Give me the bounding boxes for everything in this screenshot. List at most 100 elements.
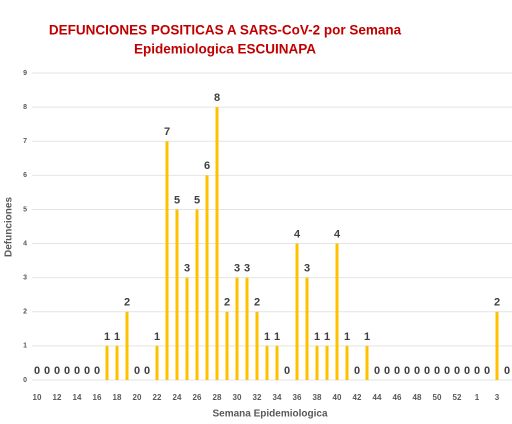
bar bbox=[335, 243, 339, 380]
data-label: 0 bbox=[74, 365, 80, 377]
x-tick-label: 46 bbox=[393, 393, 402, 402]
x-tick-label: 28 bbox=[213, 393, 222, 402]
bar bbox=[315, 345, 319, 380]
chart-title: Epidemiologica ESCUINAPA bbox=[134, 42, 316, 57]
bar bbox=[125, 311, 129, 380]
data-label: 3 bbox=[304, 263, 310, 275]
x-tick-label: 40 bbox=[333, 393, 342, 402]
bar bbox=[215, 107, 219, 380]
bar bbox=[205, 175, 209, 380]
data-label: 0 bbox=[434, 365, 440, 377]
data-label: 0 bbox=[424, 365, 430, 377]
x-tick-label: 10 bbox=[33, 393, 42, 402]
y-tick-label: 1 bbox=[23, 343, 27, 350]
x-tick-label: 38 bbox=[313, 393, 322, 402]
data-label: 1 bbox=[364, 331, 370, 343]
data-label: 0 bbox=[464, 365, 470, 377]
bar bbox=[255, 311, 259, 380]
data-label: 0 bbox=[64, 365, 70, 377]
bar bbox=[295, 243, 299, 380]
data-label: 2 bbox=[224, 297, 230, 309]
bar bbox=[495, 311, 499, 380]
data-label: 8 bbox=[214, 92, 220, 104]
x-tick-label: 36 bbox=[293, 393, 302, 402]
x-tick-label: 48 bbox=[413, 393, 422, 402]
bar bbox=[305, 277, 309, 380]
data-label: 2 bbox=[494, 297, 500, 309]
x-tick-label: 1 bbox=[475, 393, 480, 402]
data-label: 1 bbox=[154, 331, 160, 343]
data-label: 0 bbox=[484, 365, 490, 377]
data-label: 5 bbox=[174, 194, 180, 206]
data-label: 0 bbox=[94, 365, 100, 377]
chart-title: DEFUNCIONES POSITICAS A SARS-CoV-2 por S… bbox=[49, 23, 402, 38]
x-tick-label: 52 bbox=[453, 393, 462, 402]
data-label: 0 bbox=[404, 365, 410, 377]
bar bbox=[155, 345, 159, 380]
data-label: 0 bbox=[444, 365, 450, 377]
data-label: 3 bbox=[234, 263, 240, 275]
bar bbox=[235, 277, 239, 380]
bar bbox=[345, 345, 349, 380]
x-tick-label: 12 bbox=[53, 393, 62, 402]
y-tick-label: 4 bbox=[23, 240, 27, 247]
x-tick-label: 26 bbox=[193, 393, 202, 402]
bar bbox=[175, 209, 179, 380]
data-label: 3 bbox=[244, 263, 250, 275]
data-label: 0 bbox=[374, 365, 380, 377]
x-tick-label: 34 bbox=[273, 393, 282, 402]
data-label: 0 bbox=[144, 365, 150, 377]
bar bbox=[325, 345, 329, 380]
data-label: 0 bbox=[44, 365, 50, 377]
y-tick-label: 7 bbox=[23, 138, 27, 145]
data-label: 6 bbox=[204, 160, 210, 172]
bar bbox=[225, 311, 229, 380]
bar bbox=[165, 141, 169, 380]
y-tick-label: 2 bbox=[23, 309, 27, 316]
y-tick-label: 6 bbox=[23, 172, 27, 179]
bar bbox=[265, 345, 269, 380]
data-label: 4 bbox=[294, 228, 301, 240]
bar bbox=[105, 345, 109, 380]
data-label: 1 bbox=[314, 331, 320, 343]
x-tick-label: 22 bbox=[153, 393, 162, 402]
data-label: 0 bbox=[384, 365, 390, 377]
x-tick-label: 44 bbox=[373, 393, 382, 402]
x-axis-label: Semana Epidemiologica bbox=[212, 409, 327, 420]
bar bbox=[185, 277, 189, 380]
data-label: 2 bbox=[124, 297, 130, 309]
x-tick-label: 32 bbox=[253, 393, 262, 402]
data-label: 0 bbox=[414, 365, 420, 377]
data-label: 0 bbox=[354, 365, 360, 377]
data-label: 4 bbox=[334, 228, 341, 240]
y-axis-label: Defunciones bbox=[4, 197, 15, 257]
x-tick-label: 18 bbox=[113, 393, 122, 402]
data-label: 0 bbox=[54, 365, 60, 377]
bar bbox=[275, 345, 279, 380]
bar bbox=[365, 345, 369, 380]
bar bbox=[195, 209, 199, 380]
y-tick-label: 0 bbox=[23, 377, 27, 384]
x-tick-label: 42 bbox=[353, 393, 362, 402]
x-tick-label: 3 bbox=[495, 393, 500, 402]
x-tick-label: 16 bbox=[93, 393, 102, 402]
y-tick-label: 9 bbox=[23, 70, 27, 77]
x-tick-label: 50 bbox=[433, 393, 442, 402]
data-label: 1 bbox=[274, 331, 280, 343]
data-label: 0 bbox=[84, 365, 90, 377]
data-label: 1 bbox=[114, 331, 120, 343]
bar bbox=[115, 345, 119, 380]
y-tick-label: 5 bbox=[23, 206, 27, 213]
data-label: 1 bbox=[324, 331, 330, 343]
bar bbox=[245, 277, 249, 380]
data-label: 7 bbox=[164, 126, 170, 138]
data-label: 1 bbox=[104, 331, 110, 343]
data-label: 5 bbox=[194, 194, 200, 206]
y-tick-label: 3 bbox=[23, 275, 27, 282]
data-label: 3 bbox=[184, 263, 190, 275]
data-label: 1 bbox=[264, 331, 270, 343]
data-label: 0 bbox=[504, 365, 510, 377]
data-label: 0 bbox=[454, 365, 460, 377]
data-label: 0 bbox=[394, 365, 400, 377]
